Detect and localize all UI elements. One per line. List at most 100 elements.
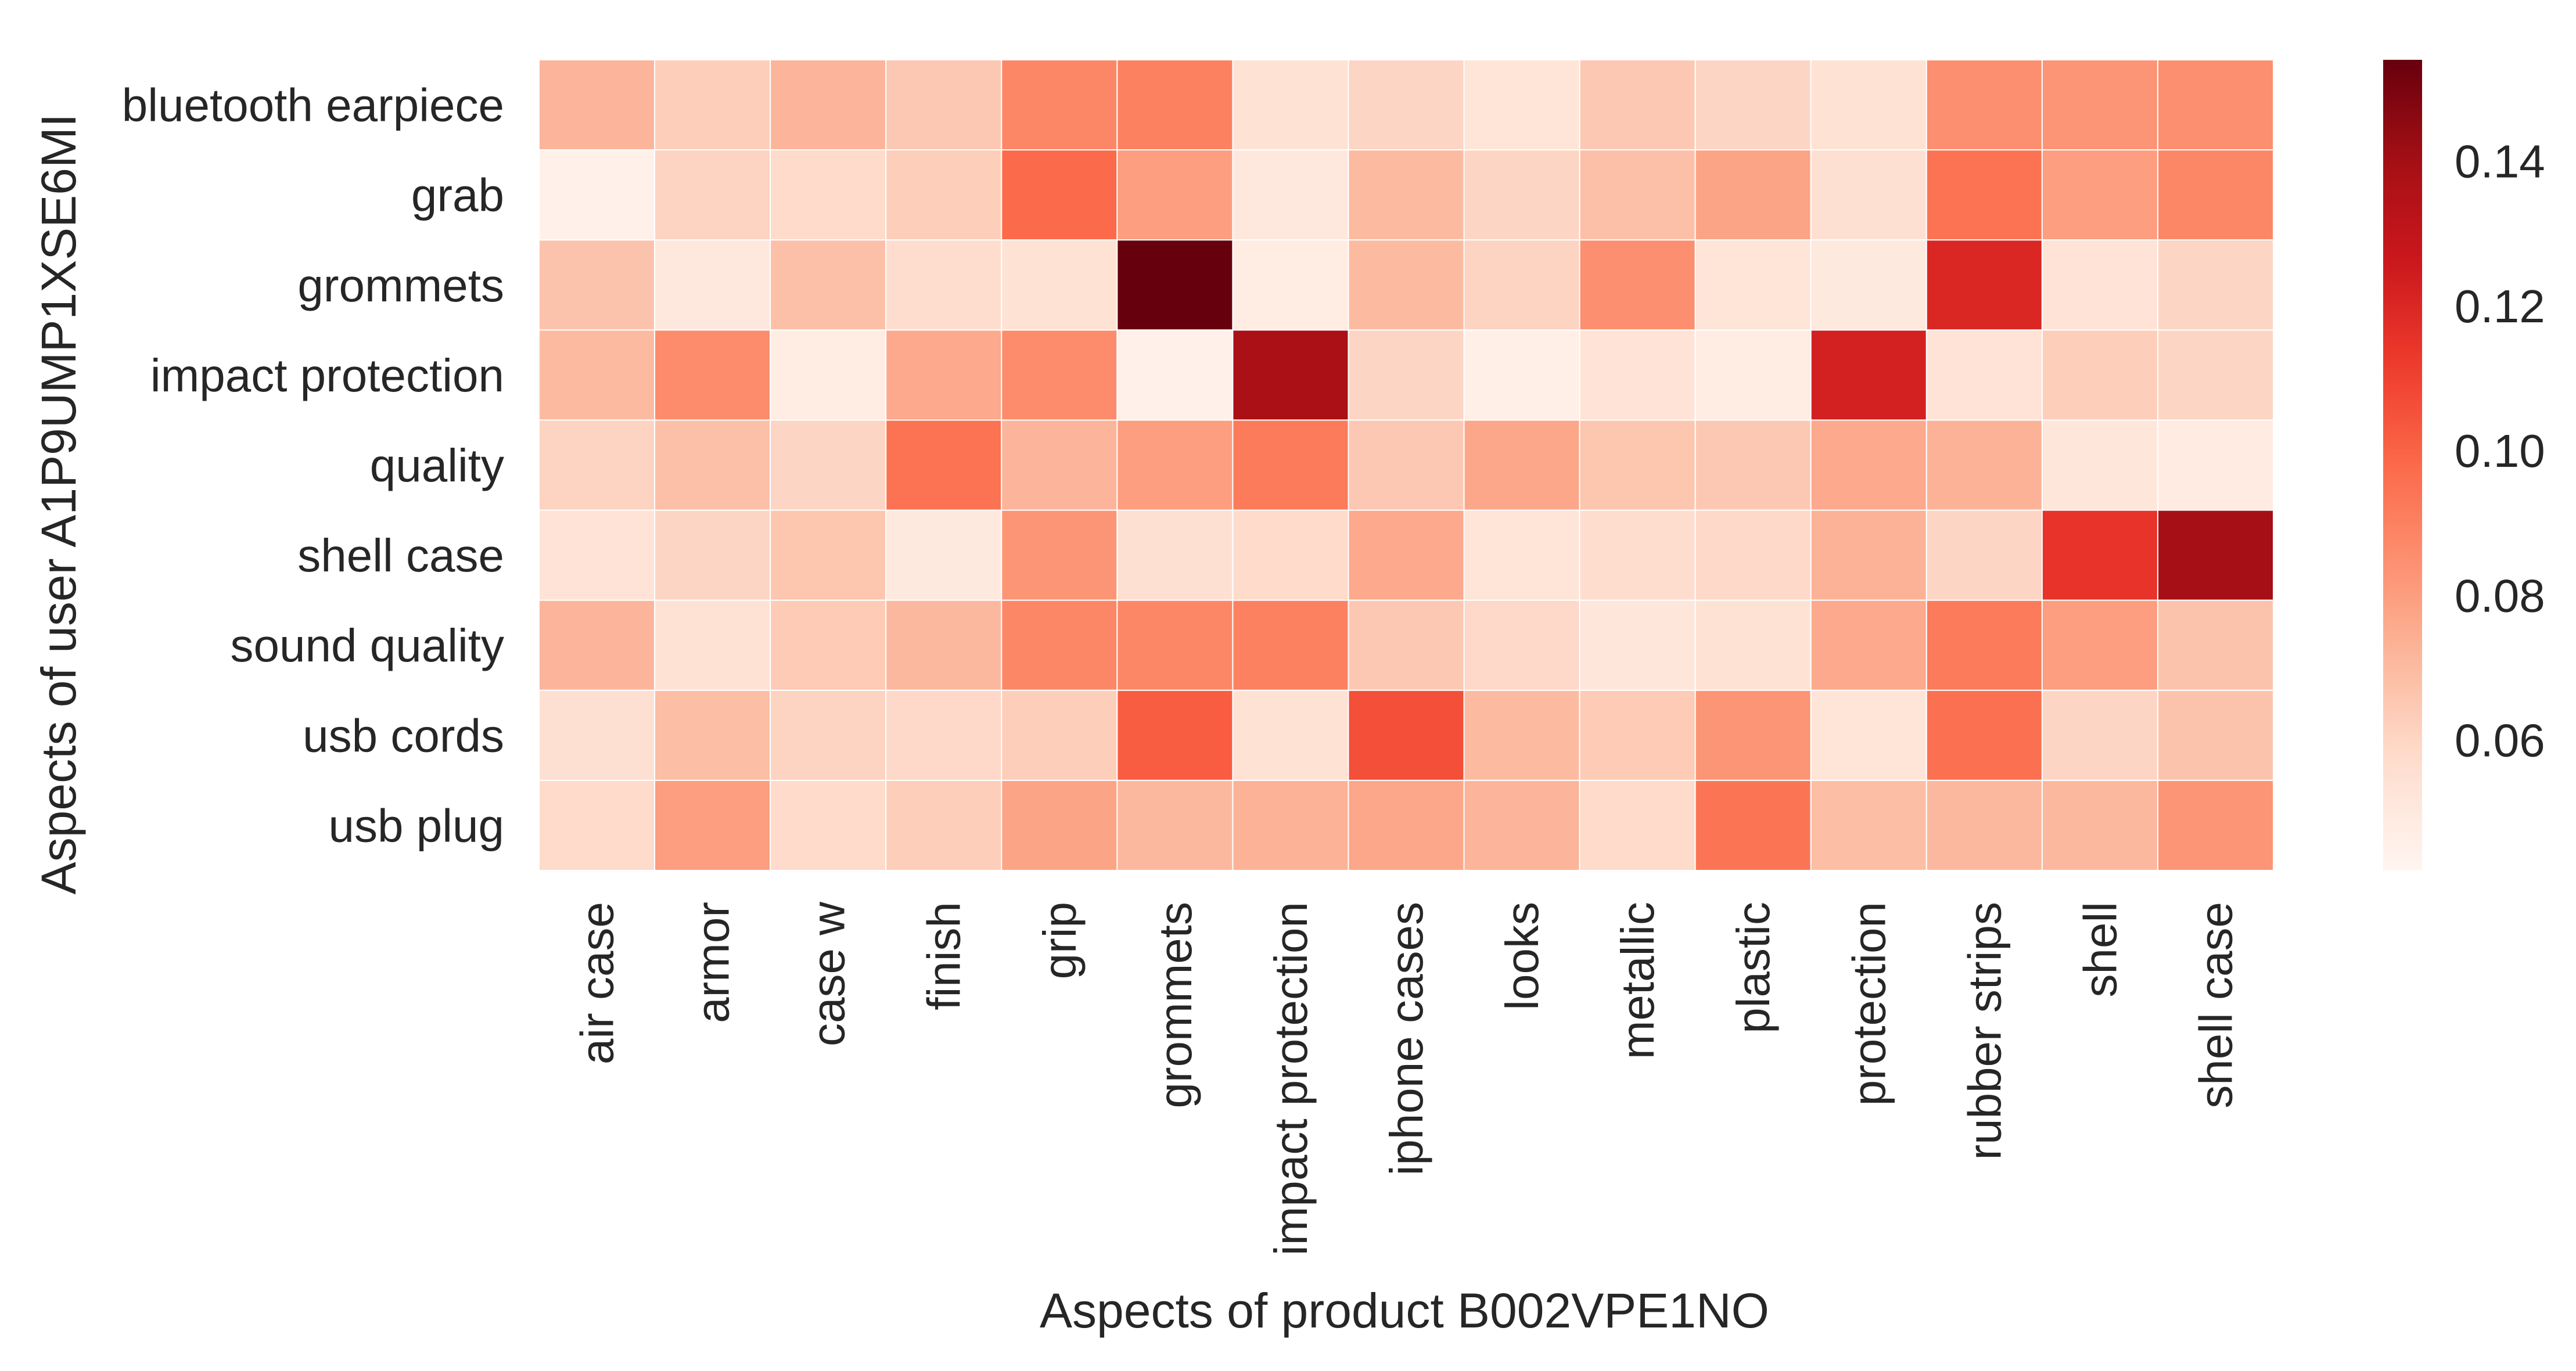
heatmap-cell — [1348, 779, 1465, 872]
x-tick-label: armor — [687, 902, 739, 1023]
heatmap-cell — [885, 599, 1003, 691]
heatmap-cell — [1925, 329, 2043, 421]
y-axis-label: Aspects of user A1P9UMP1XSE6MI — [31, 114, 86, 895]
heatmap-cell — [885, 689, 1003, 781]
heatmap-cell — [1694, 419, 1812, 511]
heatmap-cell — [885, 329, 1003, 421]
x-tick-labels: air case armor case w finish grip grommets imp… — [572, 902, 2242, 1255]
heatmap-cell — [1810, 599, 1927, 691]
x-axis-label: Aspects of product B002VPE1NO — [1040, 1283, 1769, 1338]
y-tick-label: grommets — [297, 260, 504, 311]
colorbar-tick-label: 0.12 — [2455, 280, 2545, 332]
heatmap-cell — [770, 509, 887, 601]
heatmap-cell — [885, 509, 1003, 601]
heatmap-cell — [770, 689, 887, 781]
heatmap-cell — [885, 419, 1003, 511]
heatmap-cell — [1694, 779, 1812, 872]
heatmap-cell — [1810, 149, 1927, 241]
heatmap-cell — [770, 239, 887, 331]
x-tick-label: impact protection — [1265, 902, 1317, 1255]
heatmap-cell — [1001, 689, 1118, 781]
heatmap-cell — [1116, 599, 1234, 691]
heatmap-cells — [538, 59, 2275, 872]
heatmap-cell — [1232, 509, 1349, 601]
heatmap-cell — [1694, 599, 1812, 691]
heatmap-cell — [1348, 599, 1465, 691]
heatmap-cell — [1116, 509, 1234, 601]
heatmap-cell — [2157, 599, 2275, 691]
heatmap-cell — [1694, 509, 1812, 601]
heatmap-cell — [2157, 329, 2275, 421]
heatmap-cell — [538, 599, 656, 691]
heatmap-cell — [1463, 689, 1580, 781]
heatmap-cell — [2041, 689, 2158, 781]
y-tick-label: impact protection — [150, 350, 504, 401]
heatmap-cell — [1925, 509, 2043, 601]
heatmap-cell — [1348, 689, 1465, 781]
heatmap-cell — [1348, 419, 1465, 511]
heatmap-cell — [2157, 509, 2275, 601]
y-tick-label: bluetooth earpiece — [122, 80, 504, 131]
heatmap-cell — [538, 509, 656, 601]
heatmap-cell — [885, 149, 1003, 241]
heatmap-cell — [885, 779, 1003, 872]
heatmap-cell — [1463, 329, 1580, 421]
heatmap-cell — [2157, 689, 2275, 781]
heatmap-cell — [2157, 419, 2275, 511]
x-tick-label: protection — [1843, 902, 1895, 1106]
heatmap-cell — [1348, 59, 1465, 151]
heatmap-cell — [1001, 329, 1118, 421]
heatmap-cell — [1001, 149, 1118, 241]
heatmap-cell — [1810, 689, 1927, 781]
heatmap-cell — [654, 599, 771, 691]
heatmap-cell — [1116, 59, 1234, 151]
colorbar-ticks: 0.06 0.08 0.10 0.12 0.14 — [2455, 136, 2545, 767]
heatmap-cell — [770, 599, 887, 691]
heatmap-cell — [1463, 419, 1580, 511]
heatmap-cell — [1463, 779, 1580, 872]
x-tick-label: case w — [803, 902, 854, 1046]
heatmap-cell — [885, 59, 1003, 151]
heatmap-cell — [654, 59, 771, 151]
x-tick-label: rubber strips — [1959, 902, 2010, 1160]
heatmap-cell — [538, 419, 656, 511]
x-tick-label: plastic — [1727, 902, 1779, 1034]
colorbar-tick-label: 0.06 — [2455, 715, 2545, 767]
heatmap-cell — [1579, 149, 1696, 241]
heatmap-cell — [1463, 599, 1580, 691]
heatmap-cell — [1348, 329, 1465, 421]
heatmap-cell — [1579, 419, 1696, 511]
heatmap-cell — [770, 419, 887, 511]
heatmap-cell — [654, 689, 771, 781]
y-tick-label: sound quality — [231, 620, 504, 671]
heatmap-cell — [1116, 329, 1234, 421]
heatmap-cell — [1001, 59, 1118, 151]
heatmap-cell — [1116, 779, 1234, 872]
x-tick-label: looks — [1496, 902, 1548, 1010]
heatmap-cell — [1925, 689, 2043, 781]
heatmap-cell — [1463, 239, 1580, 331]
heatmap-cell — [1810, 239, 1927, 331]
heatmap-cell — [654, 509, 771, 601]
heatmap-cell — [2157, 779, 2275, 872]
x-tick-label: shell — [2074, 902, 2126, 998]
heatmap-cell — [1810, 779, 1927, 872]
heatmap-cell — [1810, 59, 1927, 151]
heatmap-cell — [1925, 239, 2043, 331]
heatmap-cell — [1694, 239, 1812, 331]
heatmap-cell — [1810, 509, 1927, 601]
heatmap-cell — [1463, 509, 1580, 601]
colorbar-tick-label: 0.08 — [2455, 570, 2545, 621]
heatmap-cell — [1810, 329, 1927, 421]
x-tick-label: shell case — [2190, 902, 2241, 1109]
heatmap-cell — [1694, 59, 1812, 151]
heatmap-cell — [654, 329, 771, 421]
heatmap-cell — [770, 59, 887, 151]
x-tick-label: air case — [572, 902, 623, 1064]
heatmap-cell — [1232, 149, 1349, 241]
heatmap-cell — [1348, 239, 1465, 331]
heatmap-cell — [1232, 59, 1349, 151]
x-tick-label: iphone cases — [1381, 902, 1432, 1175]
heatmap-cell — [538, 239, 656, 331]
